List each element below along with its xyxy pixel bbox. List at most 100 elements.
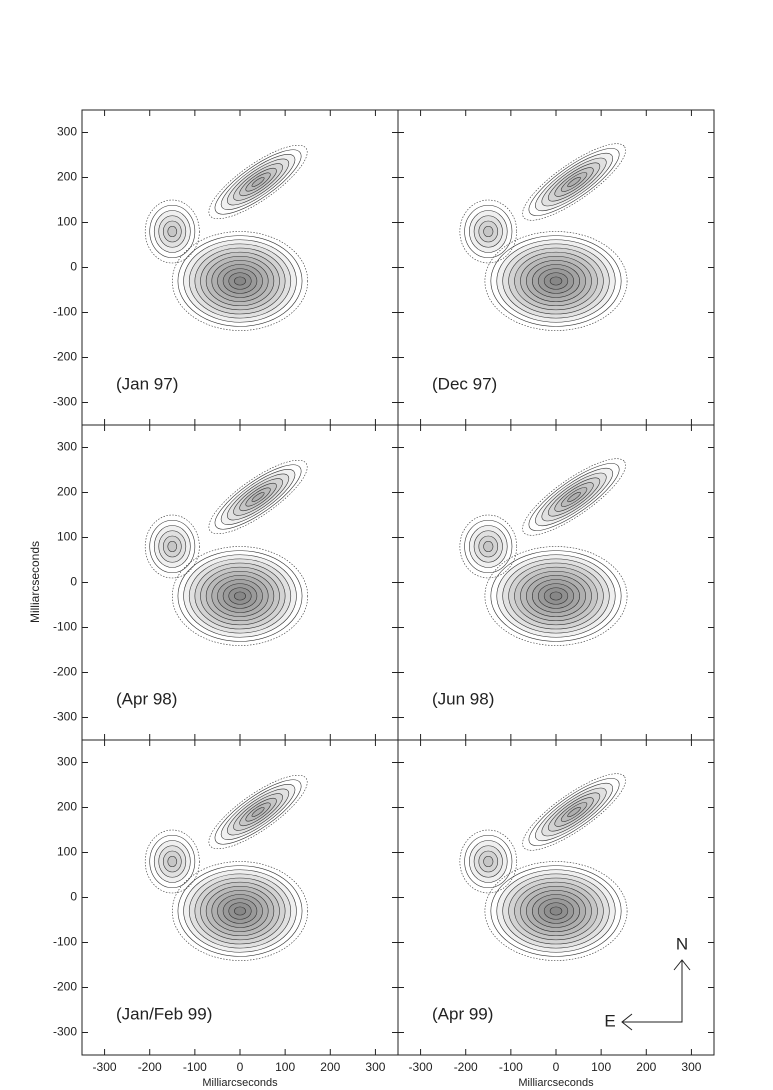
contour [459,199,518,264]
contour [183,239,297,323]
x-tick-label: 100 [591,1060,611,1074]
contour [205,885,275,937]
contour [208,774,308,850]
contour [537,268,575,294]
contour [188,243,292,319]
x-tick-label: 300 [681,1060,701,1074]
contour [188,873,292,949]
contour [554,482,594,512]
contour [531,264,580,298]
contour [153,525,191,568]
contour [177,550,303,642]
contour [228,272,252,290]
contour [483,540,494,553]
contour [567,491,581,503]
y-tick-label: -300 [53,395,77,409]
y-tick-label: 100 [57,530,77,544]
contour [478,535,499,558]
contour [547,477,601,517]
contour [537,898,575,924]
x-tick-label: 300 [365,1060,385,1074]
contour [227,473,290,521]
y-tick-label: 100 [57,845,77,859]
x-axis-label: Milliarcseconds [518,1077,594,1089]
panel: -300 -200 -100 0 100 200 300 (Jan 97) [53,109,399,426]
contour [162,535,182,558]
contour [526,260,586,302]
y-tick-label: 0 [70,890,77,904]
y-tick-label: 200 [57,800,77,814]
contour [245,172,271,192]
contour [473,215,503,248]
x-tick-label: -100 [499,1060,523,1074]
contour [478,220,499,243]
contour [239,482,277,512]
contour [535,782,613,842]
x-axis-label: Milliarcseconds [202,1077,278,1089]
contour [567,176,581,188]
contour [234,591,246,601]
panel: -300 -200 -100 0 100 200 300 (Apr 99) Milliarcse… [397,739,715,1089]
y-tick-label: -100 [53,620,77,634]
x-tick-label: 100 [275,1060,295,1074]
contour [490,550,622,642]
contour [233,163,283,201]
contour [167,855,178,868]
contour [560,487,588,507]
contour [211,260,269,302]
x-tick-label: -200 [138,1060,162,1074]
contour [459,829,518,894]
contour [560,802,588,822]
contour [469,210,508,253]
contour [484,231,628,331]
contour [167,540,178,553]
contour [208,459,308,535]
y-tick-label: -100 [53,305,77,319]
contour [560,172,588,192]
contour [554,167,594,197]
contour [153,210,191,253]
y-axis-label: Milliarcseconds [28,541,42,623]
contour [239,797,277,827]
contour [144,514,200,579]
contour [217,579,263,613]
contour [543,902,569,920]
contour [228,587,252,605]
y-tick-label: 200 [57,485,77,499]
contour [234,276,246,286]
contour [194,877,286,945]
contour [171,231,309,331]
contour [217,894,263,928]
contour [464,834,513,889]
x-tick-label: 0 [553,1060,560,1074]
contour [217,264,263,298]
contour [541,787,607,837]
contour [144,199,200,264]
panel-label: (Apr 98) [116,689,177,708]
contour [158,845,187,878]
x-tick-label: -100 [183,1060,207,1074]
panel-label: (Dec 97) [432,374,497,393]
contour [222,898,258,924]
contour [220,469,296,525]
contour [502,873,610,949]
contour [251,807,265,817]
contour [543,272,569,290]
contour [541,472,607,522]
x-tick-label: 0 [237,1060,244,1074]
contour [528,148,620,216]
panel: (Dec 97) [397,109,715,426]
contour [520,570,592,622]
contour [234,906,246,916]
contour [228,902,252,920]
contour [522,458,626,536]
contour [520,885,592,937]
y-tick-label: -300 [53,710,77,724]
y-tick-label: 300 [57,755,77,769]
panel-label: (Apr 99) [432,1004,493,1023]
contour [528,463,620,531]
contour [502,558,610,634]
x-tick-label: -300 [409,1060,433,1074]
